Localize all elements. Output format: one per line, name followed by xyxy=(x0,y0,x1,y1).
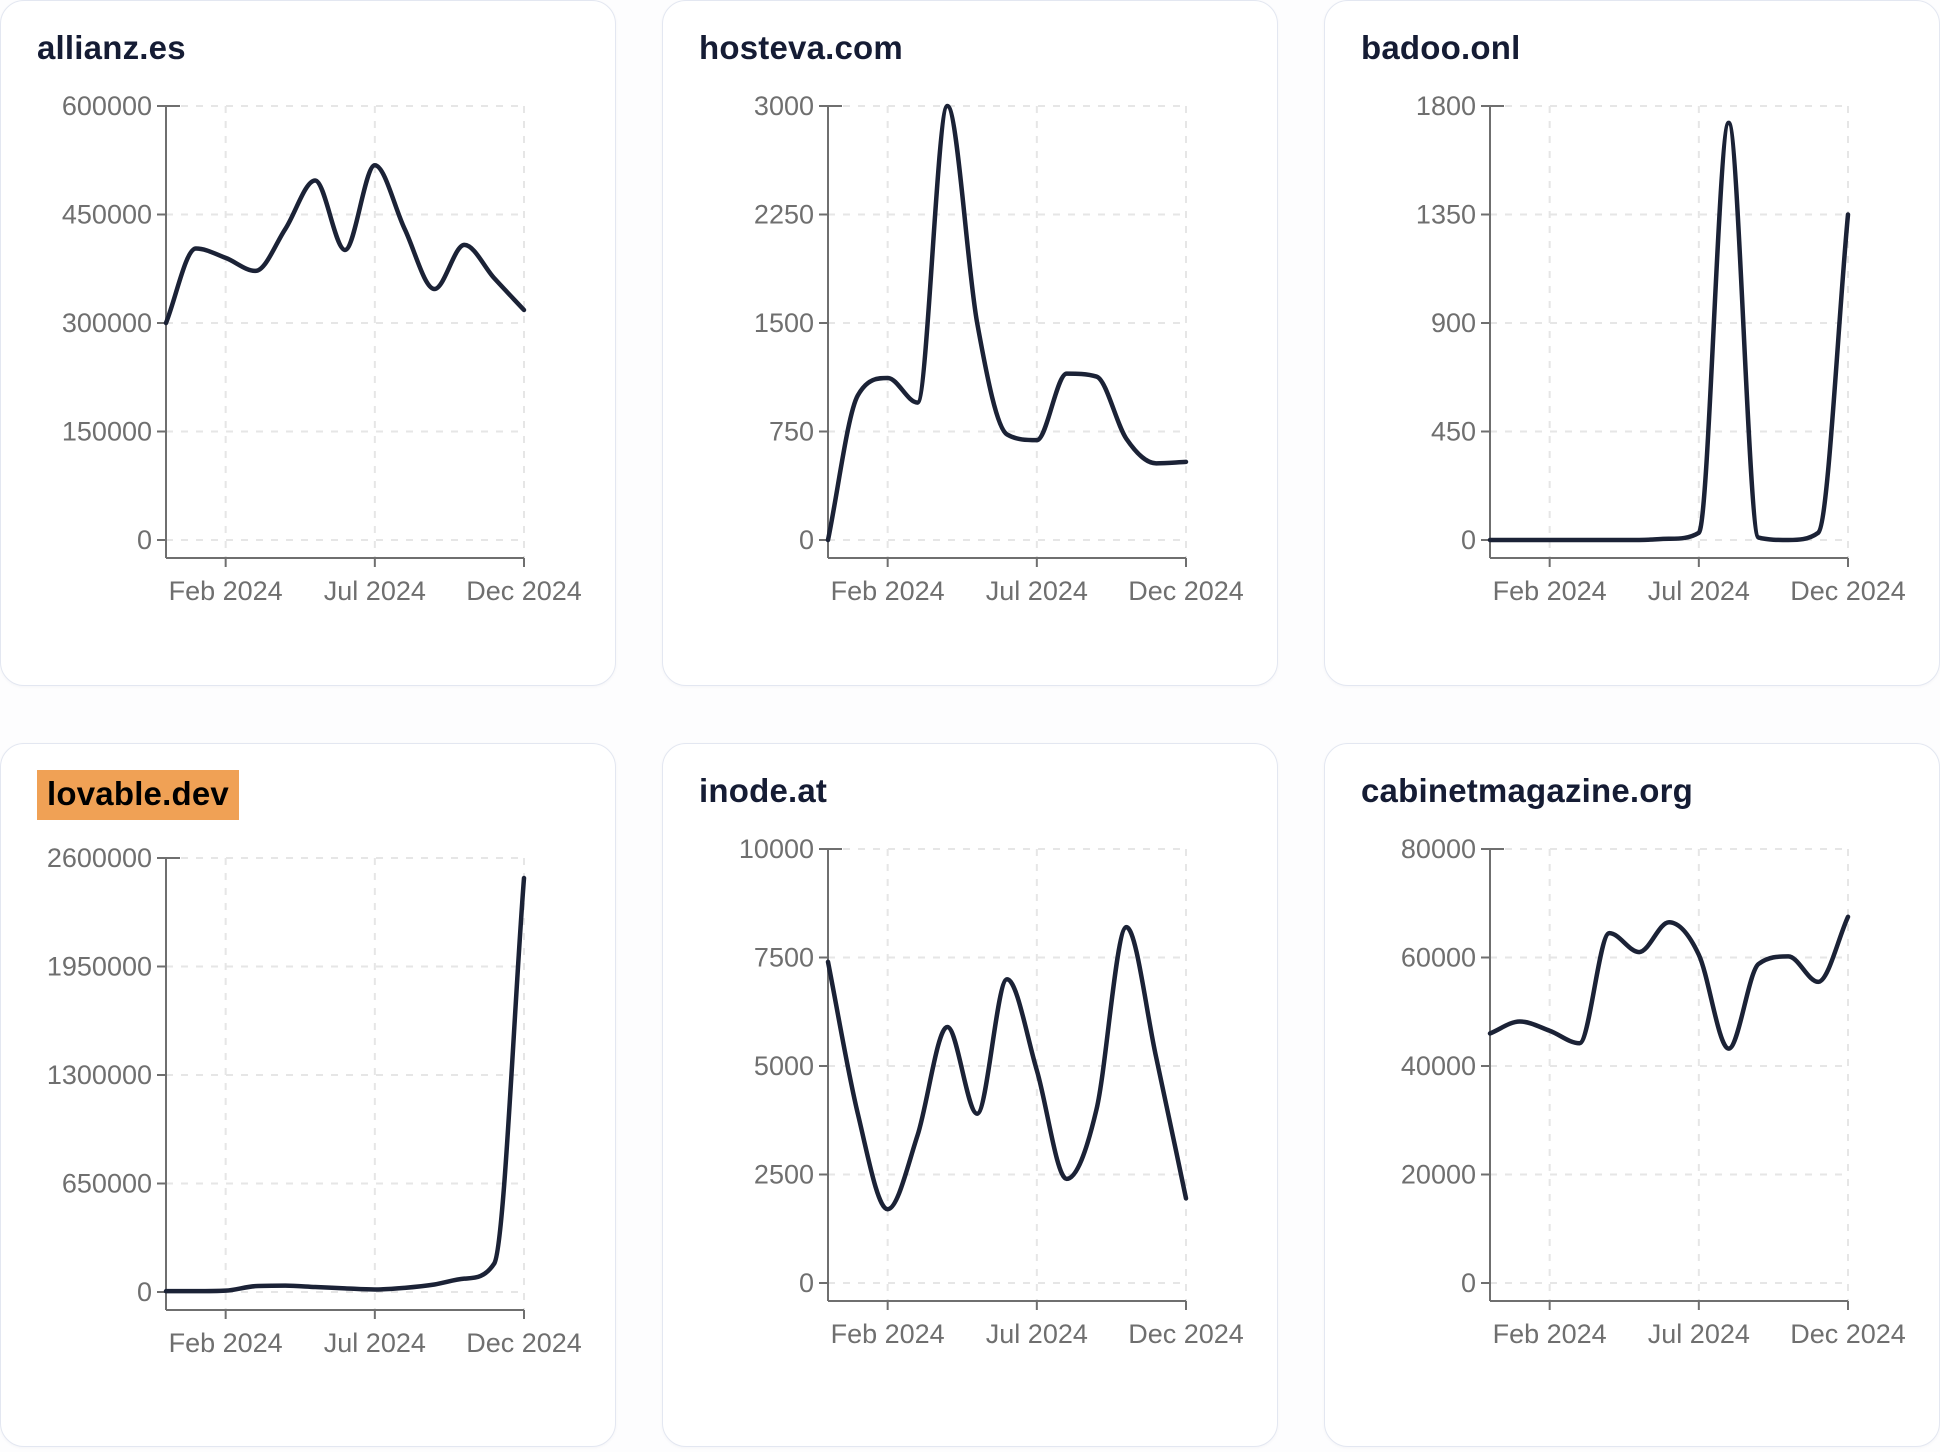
svg-text:2600000: 2600000 xyxy=(47,843,152,873)
svg-text:Dec 2024: Dec 2024 xyxy=(466,1328,582,1358)
svg-text:Feb 2024: Feb 2024 xyxy=(1493,1319,1607,1349)
chart-card-cabinetmagazine: cabinetmagazine.org 0 20000 40000 60000 8000… xyxy=(1324,743,1940,1447)
line-chart-allianz: 0 150000 300000 450000 600000 Feb 2024 Jul 202… xyxy=(62,91,582,606)
chart-title-text: lovable.dev xyxy=(37,770,239,821)
svg-text:450: 450 xyxy=(1431,417,1476,447)
svg-text:Dec 2024: Dec 2024 xyxy=(1128,576,1244,606)
svg-text:10000: 10000 xyxy=(739,834,814,864)
svg-text:1950000: 1950000 xyxy=(47,952,152,982)
svg-text:0: 0 xyxy=(1461,525,1476,555)
chart-title: hosteva.com xyxy=(699,27,1241,68)
svg-text:40000: 40000 xyxy=(1401,1051,1476,1081)
svg-text:0: 0 xyxy=(137,1277,152,1307)
chart-title-text: badoo.onl xyxy=(1361,29,1521,66)
chart-title-text: inode.at xyxy=(699,772,828,809)
svg-text:60000: 60000 xyxy=(1401,943,1476,973)
chart-title-text: cabinetmagazine.org xyxy=(1361,772,1694,809)
chart-card-inode: inode.at 0 2500 5000 7500 10000 Feb 2024 Jul 2… xyxy=(662,743,1278,1447)
svg-text:Dec 2024: Dec 2024 xyxy=(1790,1319,1906,1349)
chart-title-text: hosteva.com xyxy=(699,29,903,66)
svg-text:2250: 2250 xyxy=(754,200,814,230)
line-chart-cabinetmagazine: 0 20000 40000 60000 80000 Feb 2024 Jul 2024 Dec… xyxy=(1401,834,1906,1349)
chart-card-badoo: badoo.onl 0 450 900 1350 1800 Feb 2024 Jul 202… xyxy=(1324,0,1940,686)
line-chart-hosteva: 0 750 1500 2250 3000 Feb 2024 Jul 2024 Dec 2024 xyxy=(754,91,1244,606)
svg-text:Feb 2024: Feb 2024 xyxy=(169,1328,283,1358)
chart-title: lovable.dev xyxy=(37,770,579,821)
svg-text:650000: 650000 xyxy=(62,1169,152,1199)
svg-text:5000: 5000 xyxy=(754,1051,814,1081)
svg-text:Feb 2024: Feb 2024 xyxy=(169,576,283,606)
svg-text:600000: 600000 xyxy=(62,91,152,121)
svg-text:3000: 3000 xyxy=(754,91,814,121)
svg-text:Dec 2024: Dec 2024 xyxy=(1790,576,1906,606)
svg-text:Feb 2024: Feb 2024 xyxy=(831,1319,945,1349)
svg-text:0: 0 xyxy=(137,525,152,555)
chart-title-text: allianz.es xyxy=(37,29,186,66)
svg-text:Dec 2024: Dec 2024 xyxy=(1128,1319,1244,1349)
svg-text:0: 0 xyxy=(799,1268,814,1298)
svg-text:7500: 7500 xyxy=(754,943,814,973)
svg-text:1500: 1500 xyxy=(754,308,814,338)
chart-title: cabinetmagazine.org xyxy=(1361,770,1903,811)
svg-text:Jul 2024: Jul 2024 xyxy=(1648,1319,1750,1349)
chart-card-allianz: allianz.es 0 150000 300000 450000 600000 Feb … xyxy=(0,0,616,686)
chart-title: badoo.onl xyxy=(1361,27,1903,68)
svg-text:0: 0 xyxy=(1461,1268,1476,1298)
svg-text:Jul 2024: Jul 2024 xyxy=(986,1319,1088,1349)
svg-text:Jul 2024: Jul 2024 xyxy=(324,1328,426,1358)
svg-text:900: 900 xyxy=(1431,308,1476,338)
svg-text:1800: 1800 xyxy=(1416,91,1476,121)
chart-title: allianz.es xyxy=(37,27,579,68)
line-chart-lovable: 0 650000 1300000 1950000 2600000 Feb 2024 Jul … xyxy=(47,843,582,1358)
chart-card-hosteva: hosteva.com 0 750 1500 2250 3000 Feb 2024 Jul … xyxy=(662,0,1278,686)
svg-text:Jul 2024: Jul 2024 xyxy=(1648,576,1750,606)
svg-text:1350: 1350 xyxy=(1416,200,1476,230)
svg-text:1300000: 1300000 xyxy=(47,1060,152,1090)
chart-title: inode.at xyxy=(699,770,1241,811)
line-chart-badoo: 0 450 900 1350 1800 Feb 2024 Jul 2024 Dec 2024 xyxy=(1416,91,1906,606)
svg-text:2500: 2500 xyxy=(754,1160,814,1190)
svg-text:20000: 20000 xyxy=(1401,1160,1476,1190)
svg-text:80000: 80000 xyxy=(1401,834,1476,864)
svg-text:Jul 2024: Jul 2024 xyxy=(324,576,426,606)
svg-text:450000: 450000 xyxy=(62,200,152,230)
chart-card-lovable: lovable.dev 0 650000 1300000 1950000 2600000… xyxy=(0,743,616,1447)
line-chart-inode: 0 2500 5000 7500 10000 Feb 2024 Jul 2024 Dec 20… xyxy=(739,834,1244,1349)
svg-text:Feb 2024: Feb 2024 xyxy=(831,576,945,606)
svg-text:Dec 2024: Dec 2024 xyxy=(466,576,582,606)
svg-text:750: 750 xyxy=(769,417,814,447)
svg-text:0: 0 xyxy=(799,525,814,555)
svg-text:150000: 150000 xyxy=(62,417,152,447)
svg-text:300000: 300000 xyxy=(62,308,152,338)
svg-text:Feb 2024: Feb 2024 xyxy=(1493,576,1607,606)
svg-text:Jul 2024: Jul 2024 xyxy=(986,576,1088,606)
